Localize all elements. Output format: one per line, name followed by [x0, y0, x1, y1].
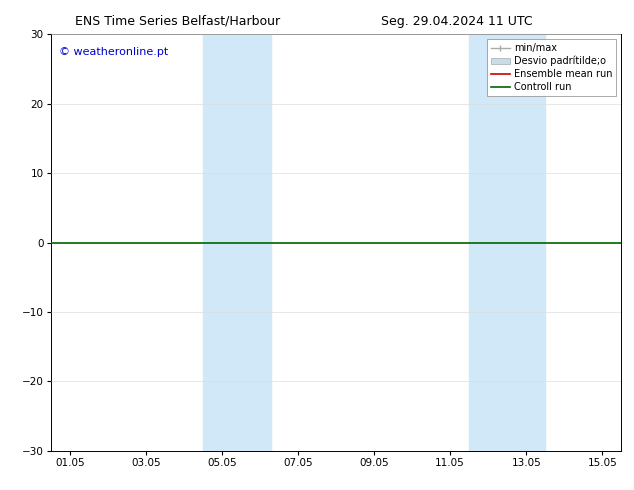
Text: ENS Time Series Belfast/Harbour: ENS Time Series Belfast/Harbour — [75, 15, 280, 28]
Bar — [203, 34, 271, 451]
Legend: min/max, Desvio padrítilde;o, Ensemble mean run, Controll run: min/max, Desvio padrítilde;o, Ensemble m… — [487, 39, 616, 96]
Text: © weatheronline.pt: © weatheronline.pt — [59, 47, 169, 57]
Text: Seg. 29.04.2024 11 UTC: Seg. 29.04.2024 11 UTC — [380, 15, 533, 28]
Bar — [469, 34, 545, 451]
